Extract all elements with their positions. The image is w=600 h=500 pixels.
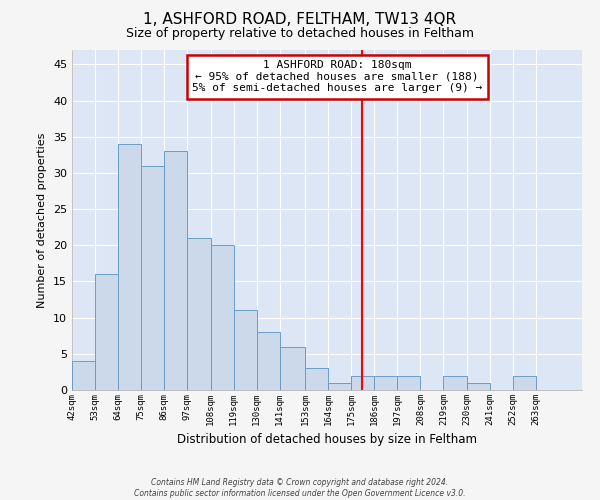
Text: Contains HM Land Registry data © Crown copyright and database right 2024.
Contai: Contains HM Land Registry data © Crown c… <box>134 478 466 498</box>
Bar <box>328 383 351 390</box>
Bar <box>397 376 421 390</box>
Bar <box>257 332 280 390</box>
Bar <box>95 274 118 390</box>
Bar <box>351 376 374 390</box>
Text: 1, ASHFORD ROAD, FELTHAM, TW13 4QR: 1, ASHFORD ROAD, FELTHAM, TW13 4QR <box>143 12 457 28</box>
Bar <box>280 346 305 390</box>
Bar <box>374 376 397 390</box>
X-axis label: Distribution of detached houses by size in Feltham: Distribution of detached houses by size … <box>177 434 477 446</box>
Bar <box>164 152 187 390</box>
Bar <box>72 361 95 390</box>
Y-axis label: Number of detached properties: Number of detached properties <box>37 132 47 308</box>
Bar <box>233 310 257 390</box>
Bar <box>513 376 536 390</box>
Bar <box>443 376 467 390</box>
Bar <box>187 238 211 390</box>
Text: 1 ASHFORD ROAD: 180sqm
← 95% of detached houses are smaller (188)
5% of semi-det: 1 ASHFORD ROAD: 180sqm ← 95% of detached… <box>192 60 482 94</box>
Bar <box>305 368 328 390</box>
Bar <box>141 166 164 390</box>
Bar <box>211 246 233 390</box>
Bar <box>467 383 490 390</box>
Bar <box>118 144 141 390</box>
Text: Size of property relative to detached houses in Feltham: Size of property relative to detached ho… <box>126 28 474 40</box>
